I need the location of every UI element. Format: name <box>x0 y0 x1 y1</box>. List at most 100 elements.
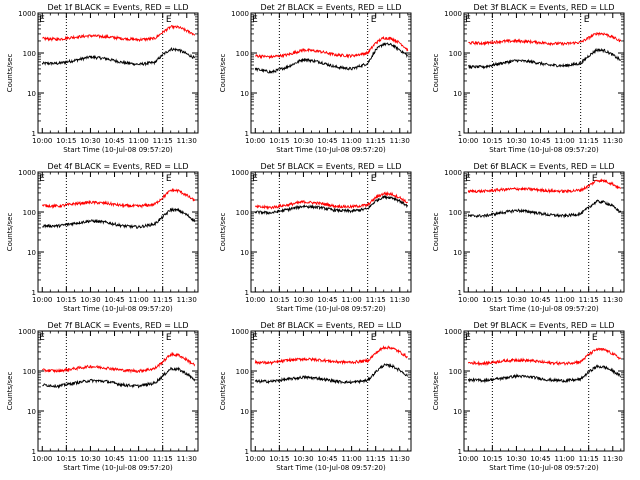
x-tick-label: 10:30 <box>293 455 313 463</box>
x-tick-label: 11:00 <box>129 296 149 304</box>
panel-title: Det 5f BLACK = Events, RED = LLD <box>260 162 401 171</box>
x-axis-label: Start Time (10-Jul-08 09:57:20) <box>63 464 173 472</box>
event-marker-label: E <box>371 15 377 25</box>
x-tick-label: 11:30 <box>603 455 623 463</box>
x-axis-label: Start Time (10-Jul-08 09:57:20) <box>276 464 386 472</box>
y-tick-label: 1000 <box>231 10 249 18</box>
event-marker-label: E <box>584 15 590 25</box>
events-series-line <box>42 366 196 390</box>
x-tick-label: 10:15 <box>482 455 502 463</box>
x-tick-label: 10:00 <box>32 137 52 145</box>
lld-series-line <box>41 351 196 374</box>
y-tick-label: 100 <box>449 50 462 58</box>
x-tick-label: 11:30 <box>390 296 410 304</box>
event-marker-label: E <box>39 174 45 184</box>
y-tick-label: 1 <box>458 130 462 138</box>
x-tick-label: 11:30 <box>603 296 623 304</box>
x-tick-label: 11:15 <box>579 296 599 304</box>
y-axis-label: Counts/sec <box>432 54 440 93</box>
y-tick-label: 100 <box>23 50 36 58</box>
event-marker-label: E <box>592 333 598 343</box>
plot-frame <box>250 171 412 293</box>
x-tick-label: 10:30 <box>506 137 526 145</box>
x-axis-label: Start Time (10-Jul-08 09:57:20) <box>63 146 173 154</box>
x-tick-label: 11:15 <box>366 455 386 463</box>
panel-title: Det 9f BLACK = Events, RED = LLD <box>473 321 614 330</box>
y-tick-label: 1000 <box>231 169 249 177</box>
lld-series-line <box>467 347 622 367</box>
x-tick-label: 10:00 <box>32 455 52 463</box>
x-tick-label: 11:15 <box>153 455 173 463</box>
plot-frame <box>250 12 412 134</box>
event-marker-label: E <box>465 174 471 184</box>
x-tick-label: 10:45 <box>317 137 337 145</box>
x-tick-label: 11:15 <box>366 296 386 304</box>
y-tick-label: 1 <box>245 289 249 297</box>
x-tick-label: 11:30 <box>390 137 410 145</box>
y-tick-label: 1000 <box>231 328 249 336</box>
plot-frame <box>37 12 199 134</box>
x-tick-label: 10:15 <box>56 455 76 463</box>
chart-panel-8: Det 8f BLACK = Events, RED = LLD 1 10 100 10… <box>219 321 412 472</box>
x-tick-label: 10:45 <box>530 137 550 145</box>
event-marker-label: E <box>465 15 471 25</box>
x-tick-label: 11:15 <box>579 455 599 463</box>
y-tick-label: 1 <box>32 448 36 456</box>
event-marker-label: E <box>252 174 258 184</box>
x-tick-label: 11:00 <box>342 137 362 145</box>
x-tick-label: 11:30 <box>177 137 197 145</box>
y-axis-label: Counts/sec <box>6 213 14 252</box>
y-tick-label: 10 <box>453 249 462 257</box>
x-tick-label: 10:00 <box>245 455 265 463</box>
x-tick-label: 11:00 <box>342 296 362 304</box>
x-tick-label: 10:15 <box>269 296 289 304</box>
lld-series-line <box>254 190 408 211</box>
events-series-line <box>467 364 622 384</box>
y-tick-label: 100 <box>236 368 249 376</box>
y-tick-label: 1000 <box>444 10 462 18</box>
x-tick-label: 11:30 <box>177 296 197 304</box>
panel-title: Det 7f BLACK = Events, RED = LLD <box>47 321 188 330</box>
events-series-line <box>254 194 409 216</box>
y-tick-label: 1 <box>32 130 36 138</box>
x-tick-label: 10:00 <box>32 296 52 304</box>
x-tick-label: 11:00 <box>555 296 575 304</box>
y-axis-label: Counts/sec <box>6 54 14 93</box>
x-tick-label: 11:30 <box>603 137 623 145</box>
event-marker-label: E <box>166 15 172 25</box>
x-tick-label: 10:45 <box>317 455 337 463</box>
x-tick-label: 10:30 <box>506 455 526 463</box>
y-tick-label: 1000 <box>18 328 36 336</box>
event-marker-label: E <box>39 333 45 343</box>
x-axis-label: Start Time (10-Jul-08 09:57:20) <box>489 146 599 154</box>
y-axis-label: Counts/sec <box>6 372 14 411</box>
lld-series-line <box>254 345 409 366</box>
chart-panel-9: Det 9f BLACK = Events, RED = LLD 1 10 100 10… <box>432 321 625 472</box>
y-tick-label: 100 <box>449 368 462 376</box>
event-marker-label: E <box>371 333 377 343</box>
x-tick-label: 11:30 <box>390 455 410 463</box>
x-tick-label: 10:00 <box>245 296 265 304</box>
panel-title: Det 2f BLACK = Events, RED = LLD <box>260 3 401 12</box>
event-marker-label: E <box>592 174 598 184</box>
x-axis-label: Start Time (10-Jul-08 09:57:20) <box>63 305 173 313</box>
y-tick-label: 1 <box>458 289 462 297</box>
x-tick-label: 10:45 <box>317 296 337 304</box>
x-tick-label: 10:15 <box>269 137 289 145</box>
chart-panel-1: Det 1f BLACK = Events, RED = LLD 1 10 100 10… <box>6 3 199 154</box>
x-tick-label: 10:15 <box>56 137 76 145</box>
lld-series-line <box>41 188 196 210</box>
x-tick-label: 11:15 <box>366 137 386 145</box>
event-marker-label: E <box>465 333 471 343</box>
plot-frame <box>463 330 625 452</box>
plot-frame <box>250 330 412 452</box>
event-marker-label: E <box>166 333 172 343</box>
events-series-line <box>41 207 196 230</box>
y-tick-label: 100 <box>23 209 36 217</box>
y-tick-label: 1 <box>245 448 249 456</box>
y-axis-label: Counts/sec <box>219 372 227 411</box>
events-series-line <box>254 42 409 74</box>
x-axis-label: Start Time (10-Jul-08 09:57:20) <box>276 305 386 313</box>
x-tick-label: 10:15 <box>56 296 76 304</box>
